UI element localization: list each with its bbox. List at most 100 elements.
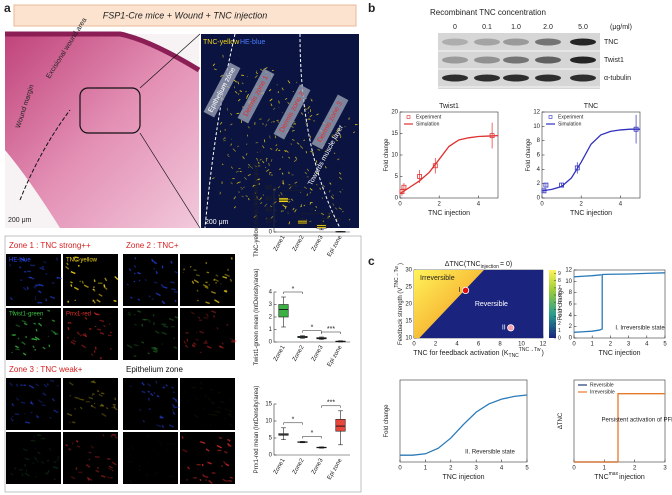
- fiber: [337, 158, 340, 161]
- fiber: [304, 107, 308, 111]
- cell-signal: [128, 268, 132, 272]
- cell-signal: [66, 412, 73, 417]
- fiber: [259, 68, 264, 72]
- fiber: [233, 79, 237, 83]
- fiber: [281, 172, 284, 175]
- cell-signal: [202, 473, 205, 477]
- cell-signal: [43, 260, 47, 264]
- cell-signal: [171, 403, 176, 408]
- x-tick-label: 1: [603, 466, 607, 472]
- fiber: [317, 148, 321, 151]
- cell-signal: [22, 286, 27, 291]
- fiber: [256, 178, 260, 181]
- chart-title-part: Twist1: [439, 103, 459, 110]
- cell-signal: [190, 311, 195, 315]
- cell-signal: [207, 461, 212, 465]
- fiber: [281, 87, 284, 91]
- fiber: [269, 205, 273, 208]
- cell-signal: [56, 384, 59, 387]
- cell-signal: [193, 279, 199, 284]
- legend-label: Irreversible: [590, 389, 615, 395]
- cell-signal: [15, 348, 20, 351]
- annotation: Persistent activation of PFL: [601, 418, 672, 424]
- y-axis-label-part: Fold change: [384, 404, 390, 438]
- fiber: [290, 125, 294, 129]
- cell-signal: [35, 383, 40, 387]
- cell-signal: [142, 419, 146, 423]
- x-axis-label-part: TNC injection: [570, 210, 612, 217]
- y-tick-label: 10: [265, 419, 272, 425]
- cell-signal: [133, 313, 136, 316]
- cell-signal: [191, 280, 195, 285]
- cell-signal: [93, 402, 96, 405]
- cell-signal: [216, 410, 221, 414]
- cell-signal: [36, 460, 39, 463]
- band: [442, 74, 468, 82]
- cell-signal: [17, 337, 20, 340]
- y-axis-label-part: ΔTNC: [558, 412, 564, 429]
- cell-signal: [47, 459, 49, 462]
- fiber: [332, 134, 335, 137]
- cell-signal: [98, 293, 103, 297]
- cell-signal: [79, 406, 83, 410]
- significance-bracket: [283, 291, 303, 294]
- fiber: [269, 98, 273, 102]
- zone-panel: [4, 235, 362, 493]
- x-tick-label: 5: [663, 342, 667, 348]
- y-tick-label: 12: [565, 268, 572, 274]
- cell-signal: [199, 440, 206, 444]
- cell-signal: [172, 411, 176, 416]
- cell-signal: [104, 277, 108, 282]
- fiber: [309, 202, 312, 205]
- fiber: [325, 166, 327, 169]
- cell-signal: [225, 463, 230, 467]
- fiber: [265, 123, 268, 127]
- cell-signal: [210, 290, 216, 294]
- annotation: I. Irreversible state: [615, 326, 665, 332]
- fiber: [303, 204, 306, 207]
- cell-signal: [206, 345, 212, 349]
- fiber: [319, 187, 322, 190]
- cell-signal: [69, 394, 72, 397]
- y-axis-label-part: TNC→Tw: [394, 266, 400, 288]
- significance-label: *: [311, 325, 314, 332]
- channel-image: [180, 308, 235, 360]
- fiber: [268, 89, 272, 92]
- fiber: [338, 176, 343, 180]
- fiber: [294, 209, 297, 213]
- cell-signal: [9, 382, 13, 387]
- cell-signal: [101, 412, 107, 417]
- x-tick-label: Epi zone: [327, 234, 344, 258]
- cell-signal: [65, 265, 70, 270]
- fiber: [304, 171, 308, 175]
- cell-signal: [51, 398, 55, 402]
- fiber: [315, 183, 318, 186]
- cell-signal: [191, 343, 196, 348]
- legend-label: Experiment: [558, 114, 584, 120]
- fiber: [295, 81, 298, 84]
- concentration-label: 0.1: [482, 24, 492, 31]
- x-axis-label: TNC injection: [598, 350, 640, 357]
- cell-signal: [114, 397, 117, 401]
- cell-signal: [68, 447, 72, 451]
- fiber: [252, 185, 254, 188]
- channel-image: [63, 378, 118, 430]
- cell-signal: [99, 331, 105, 335]
- significance-bracket: [321, 331, 341, 334]
- fiber: [292, 207, 295, 211]
- fiber: [315, 160, 318, 164]
- cell-signal: [133, 265, 137, 268]
- fiber: [234, 91, 238, 94]
- cell-signal: [210, 401, 216, 405]
- fiber: [239, 90, 243, 93]
- channel-image: [63, 432, 118, 484]
- cell-signal: [225, 289, 228, 293]
- concentration-label: 0: [453, 24, 457, 31]
- fiber: [342, 210, 344, 213]
- fiber: [264, 67, 268, 70]
- cell-signal: [205, 340, 208, 343]
- data-line: [573, 272, 666, 333]
- cell-signal: [74, 256, 80, 259]
- cell-signal: [174, 299, 177, 303]
